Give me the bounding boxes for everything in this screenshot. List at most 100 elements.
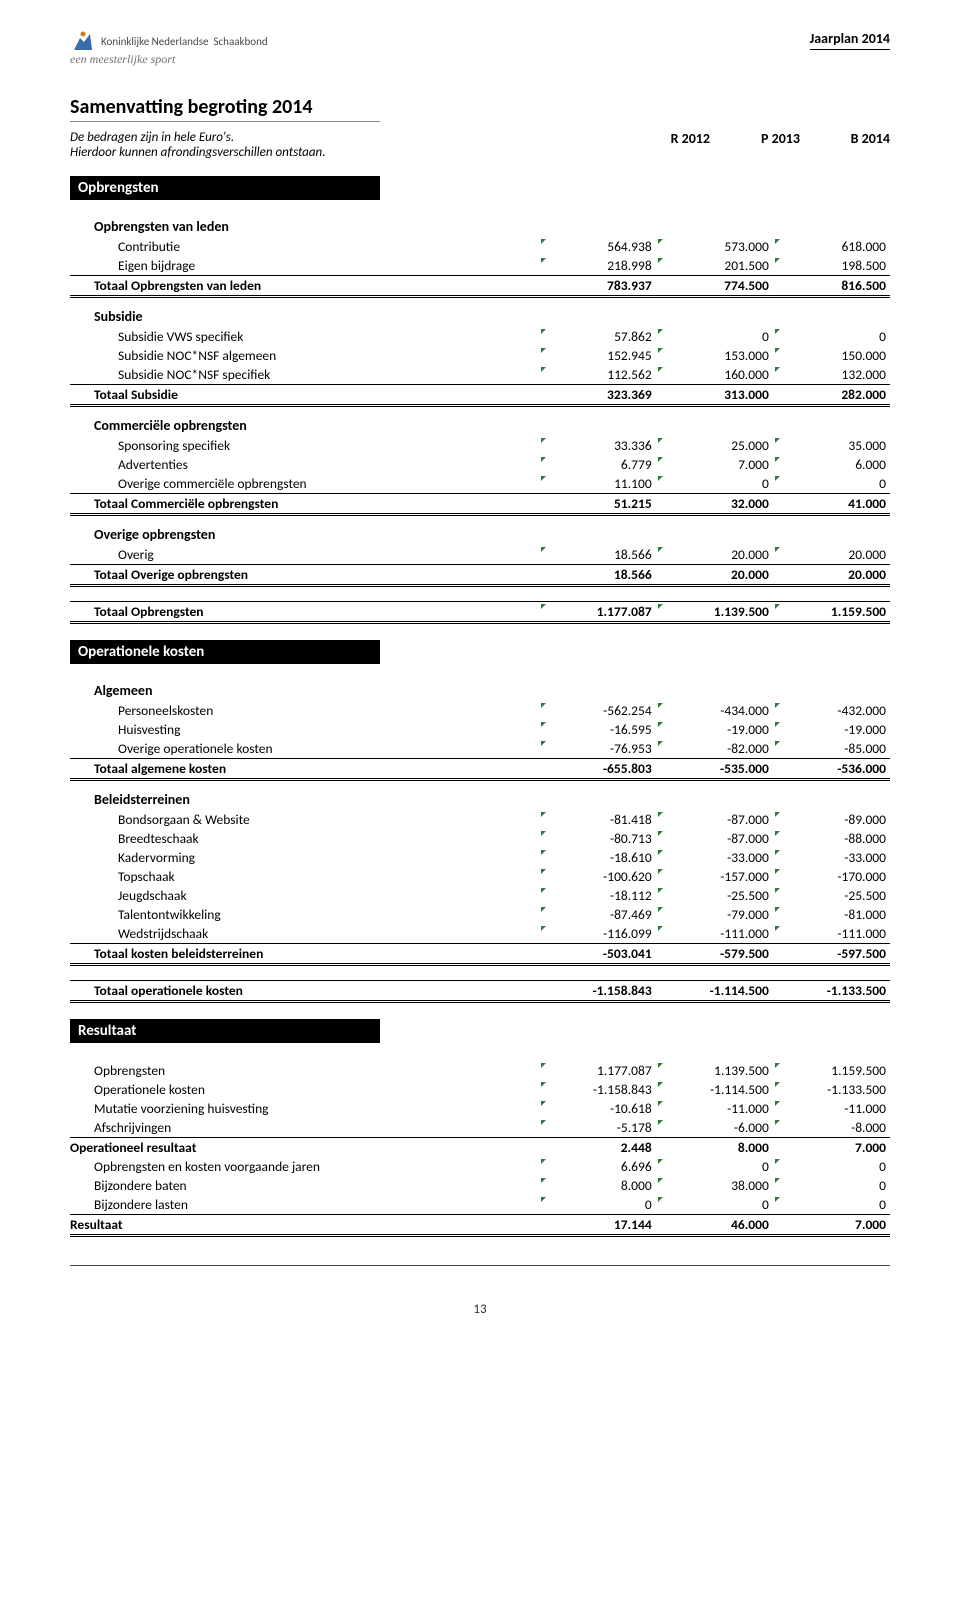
subhead-algemeen: Algemeen <box>94 682 890 699</box>
jaarplan-header: Jaarplan 2014 <box>810 30 890 50</box>
row-label: Overige operationele kosten <box>70 739 539 759</box>
row-value: -18.112 <box>539 886 656 905</box>
row-value: -1.114.500 <box>656 981 773 1002</box>
row-label: Overig <box>70 545 539 565</box>
row-value: 25.000 <box>656 436 773 455</box>
row-value: 41.000 <box>773 494 890 515</box>
row-value: 46.000 <box>656 1215 773 1236</box>
table-tot-opbr: Totaal Opbrengsten1.177.0871.139.5001.15… <box>70 601 890 624</box>
row-value: 38.000 <box>656 1176 773 1195</box>
subhead-beleid: Beleidsterreinen <box>94 791 890 808</box>
year-p2013: P 2013 <box>710 130 800 147</box>
row-value: 0 <box>773 327 890 346</box>
row-value: 564.938 <box>539 237 656 256</box>
row-value: -81.418 <box>539 810 656 829</box>
subhead-commercieel: Commerciële opbrengsten <box>94 417 890 434</box>
subhead-opbr-leden: Opbrengsten van leden <box>94 218 890 235</box>
row-value: -85.000 <box>773 739 890 759</box>
row-value: -432.000 <box>773 701 890 720</box>
year-headers: R 2012 P 2013 B 2014 <box>620 130 890 147</box>
row-value: 1.159.500 <box>773 602 890 623</box>
row-value: -25.500 <box>656 886 773 905</box>
org-line2: Schaakbond <box>213 35 267 48</box>
row-value: -87.000 <box>656 810 773 829</box>
row-value: 20.000 <box>656 565 773 586</box>
row-value: -655.803 <box>539 759 656 780</box>
row-value: 0 <box>773 1157 890 1176</box>
row-value: -579.500 <box>656 944 773 965</box>
row-value: 32.000 <box>656 494 773 515</box>
page-title: Samenvatting begroting 2014 <box>70 95 380 122</box>
row-value: 11.100 <box>539 474 656 494</box>
row-value: 153.000 <box>656 346 773 365</box>
row-value: 0 <box>656 474 773 494</box>
row-value: -100.620 <box>539 867 656 886</box>
row-value: 51.215 <box>539 494 656 515</box>
row-label: Subsidie NOC*NSF algemeen <box>70 346 539 365</box>
row-value: 17.144 <box>539 1215 656 1236</box>
row-value: 132.000 <box>773 365 890 385</box>
year-b2014: B 2014 <box>800 130 890 147</box>
row-value: -18.610 <box>539 848 656 867</box>
row-label: Totaal Overige opbrengsten <box>70 565 539 586</box>
row-label: Jeugdschaak <box>70 886 539 905</box>
row-label: Totaal Subsidie <box>70 385 539 406</box>
row-value: -19.000 <box>773 720 890 739</box>
row-value: 18.566 <box>539 565 656 586</box>
year-r2012: R 2012 <box>620 130 710 147</box>
row-value: 6.779 <box>539 455 656 474</box>
table-tot-oper: Totaal operationele kosten-1.158.843-1.1… <box>70 980 890 1003</box>
row-value: -503.041 <box>539 944 656 965</box>
row-value: 7.000 <box>656 455 773 474</box>
row-value: -434.000 <box>656 701 773 720</box>
row-value: -1.158.843 <box>539 981 656 1002</box>
row-value: 7.000 <box>773 1215 890 1236</box>
row-value: 0 <box>773 1176 890 1195</box>
row-value: -116.099 <box>539 924 656 944</box>
row-label: Totaal algemene kosten <box>70 759 539 780</box>
row-value: -5.178 <box>539 1118 656 1138</box>
table-commercieel: Sponsoring specifiek33.33625.00035.000 A… <box>70 436 890 516</box>
row-value: 313.000 <box>656 385 773 406</box>
row-value: 0 <box>656 327 773 346</box>
row-value: -80.713 <box>539 829 656 848</box>
row-label: Totaal Commerciële opbrengsten <box>70 494 539 515</box>
org-subtitle: een meesterlijke sport <box>70 52 268 67</box>
row-value: 112.562 <box>539 365 656 385</box>
row-value: 218.998 <box>539 256 656 276</box>
row-label: Sponsoring specifiek <box>70 436 539 455</box>
row-value: 573.000 <box>656 237 773 256</box>
row-value: -562.254 <box>539 701 656 720</box>
row-label: Totaal kosten beleidsterreinen <box>70 944 539 965</box>
row-label: Overige commerciële opbrengsten <box>70 474 539 494</box>
section-operationele: Operationele kosten <box>70 640 380 664</box>
row-value: -25.500 <box>773 886 890 905</box>
row-value: 2.448 <box>539 1138 656 1158</box>
row-value: -87.000 <box>656 829 773 848</box>
section-opbrengsten: Opbrengsten <box>70 176 380 200</box>
row-value: 7.000 <box>773 1138 890 1158</box>
row-value: -76.953 <box>539 739 656 759</box>
row-value: 8.000 <box>656 1138 773 1158</box>
row-value: 323.369 <box>539 385 656 406</box>
row-label: Resultaat <box>70 1215 539 1236</box>
row-value: -1.158.843 <box>539 1080 656 1099</box>
row-value: 1.177.087 <box>539 1061 656 1080</box>
row-value: -597.500 <box>773 944 890 965</box>
row-value: -88.000 <box>773 829 890 848</box>
row-label: Operationele kosten <box>70 1080 539 1099</box>
section-resultaat: Resultaat <box>70 1019 380 1043</box>
row-label: Operationeel resultaat <box>70 1138 539 1158</box>
row-value: 20.000 <box>773 545 890 565</box>
row-value: -8.000 <box>773 1118 890 1138</box>
row-value: 1.139.500 <box>656 1061 773 1080</box>
row-value: -170.000 <box>773 867 890 886</box>
row-value: -11.000 <box>773 1099 890 1118</box>
row-value: 1.177.087 <box>539 602 656 623</box>
row-value: -19.000 <box>656 720 773 739</box>
row-label: Subsidie VWS specifiek <box>70 327 539 346</box>
row-value: -111.000 <box>773 924 890 944</box>
row-value: 0 <box>656 1157 773 1176</box>
org-line1: Koninklijke Nederlandse <box>101 35 208 48</box>
row-value: -79.000 <box>656 905 773 924</box>
